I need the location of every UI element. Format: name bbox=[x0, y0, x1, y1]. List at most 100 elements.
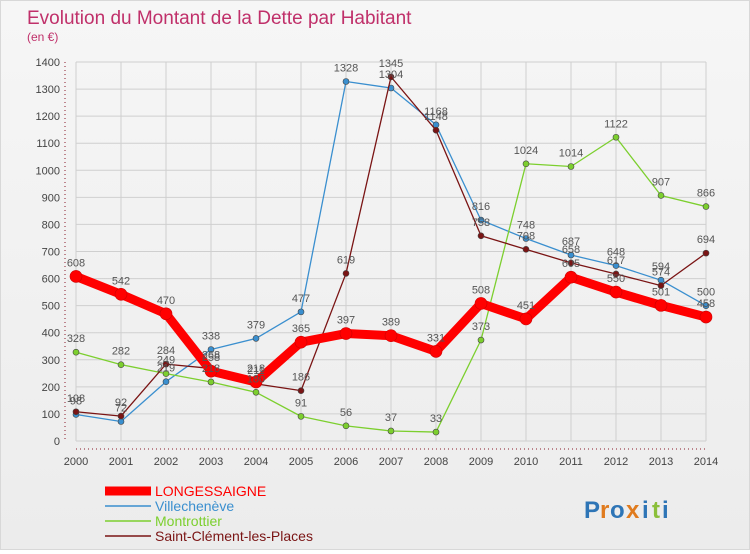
x-tick-label: 2009 bbox=[469, 456, 493, 468]
data-point bbox=[249, 375, 263, 389]
data-label: 470 bbox=[157, 295, 175, 307]
data-label: 91 bbox=[295, 397, 307, 409]
data-label: 389 bbox=[382, 317, 400, 329]
data-label: 605 bbox=[562, 258, 580, 270]
data-label: 1328 bbox=[334, 62, 358, 74]
y-tick-label: 300 bbox=[42, 355, 60, 367]
data-point bbox=[72, 348, 80, 356]
data-label: 816 bbox=[472, 201, 490, 213]
data-point bbox=[612, 270, 620, 278]
x-tick-label: 2002 bbox=[154, 456, 178, 468]
data-label: 284 bbox=[157, 345, 175, 357]
logo-letter: x bbox=[626, 497, 640, 524]
data-label: 397 bbox=[337, 315, 355, 327]
data-point bbox=[339, 327, 353, 340]
y-tick-label: 500 bbox=[42, 301, 60, 313]
data-label: 328 bbox=[67, 333, 85, 345]
x-tick-label: 2007 bbox=[379, 456, 403, 468]
data-label: 477 bbox=[292, 293, 310, 305]
data-point bbox=[429, 345, 443, 358]
data-label: 866 bbox=[697, 188, 715, 200]
plot-area: 0 100 200 300 400 500 600 700 800 900 1000 1100 1200… bbox=[36, 57, 719, 468]
data-point bbox=[477, 336, 485, 344]
data-label: 748 bbox=[517, 220, 535, 232]
data-point bbox=[297, 308, 305, 316]
x-tick-label: 2005 bbox=[289, 456, 313, 468]
data-label: 180 bbox=[247, 373, 265, 385]
data-point bbox=[702, 249, 710, 257]
data-point bbox=[702, 302, 710, 309]
data-label: 1345 bbox=[379, 58, 403, 70]
data-label: 758 bbox=[472, 217, 490, 229]
y-tick-label: 700 bbox=[42, 247, 60, 259]
legend-label: Montrottier bbox=[155, 513, 222, 529]
data-label: 508 bbox=[472, 284, 490, 296]
data-label: 219 bbox=[157, 363, 175, 375]
x-tick-label: 2012 bbox=[604, 456, 628, 468]
data-point bbox=[204, 364, 218, 378]
logo-letter: t bbox=[652, 497, 660, 524]
chart-title: Evolution du Montant de la Dette par Hab… bbox=[27, 8, 412, 29]
data-label: 98 bbox=[70, 395, 82, 407]
data-point bbox=[114, 287, 128, 301]
data-label: 907 bbox=[652, 176, 670, 188]
x-tick-label: 2008 bbox=[424, 456, 448, 468]
data-label: 282 bbox=[112, 346, 130, 358]
data-label: 338 bbox=[202, 330, 220, 342]
data-label: 258 bbox=[202, 352, 220, 364]
data-point bbox=[252, 388, 260, 396]
legend-label: Villechenève bbox=[155, 498, 234, 514]
data-label: 365 bbox=[292, 323, 310, 335]
data-point bbox=[432, 126, 440, 134]
data-label: 92 bbox=[115, 397, 127, 409]
y-tick-label: 800 bbox=[42, 219, 60, 231]
data-label: 1148 bbox=[424, 111, 448, 123]
data-point bbox=[522, 235, 530, 242]
x-tick-label: 2001 bbox=[109, 456, 133, 468]
data-point bbox=[117, 418, 125, 425]
x-tick-label: 2014 bbox=[694, 456, 718, 468]
data-label: 648 bbox=[607, 247, 625, 259]
data-point bbox=[657, 282, 665, 289]
y-tick-label: 1100 bbox=[36, 138, 60, 150]
data-point bbox=[477, 232, 485, 240]
x-tick-label: 2013 bbox=[649, 456, 673, 468]
y-tick-label: 200 bbox=[42, 382, 60, 394]
x-tick-label: 2006 bbox=[334, 456, 358, 468]
data-label: 186 bbox=[292, 372, 310, 384]
data-point bbox=[477, 216, 485, 224]
data-label: 72 bbox=[115, 403, 127, 415]
logo-letter: r bbox=[600, 497, 609, 524]
data-label: 379 bbox=[247, 319, 265, 331]
data-point bbox=[387, 427, 395, 435]
data-point bbox=[117, 361, 125, 368]
data-point bbox=[522, 246, 530, 253]
data-point bbox=[162, 378, 170, 386]
data-label: 550 bbox=[607, 273, 625, 285]
y-tick-label: 900 bbox=[42, 192, 60, 204]
data-label: 33 bbox=[430, 413, 442, 425]
y-tick-label: 1200 bbox=[36, 111, 60, 123]
logo-letter: i bbox=[642, 497, 649, 524]
x-tick-label: 2004 bbox=[244, 456, 268, 468]
data-point bbox=[159, 307, 173, 321]
data-label: 708 bbox=[517, 230, 535, 242]
data-label: 56 bbox=[340, 407, 352, 419]
data-label: 268 bbox=[202, 349, 220, 361]
y-tick-label: 400 bbox=[42, 328, 60, 340]
y-tick-label: 100 bbox=[42, 409, 60, 421]
data-point bbox=[612, 133, 620, 141]
data-point bbox=[699, 310, 713, 324]
data-point bbox=[297, 387, 305, 394]
data-point bbox=[384, 329, 398, 342]
data-point bbox=[342, 270, 350, 277]
data-label: 37 bbox=[385, 412, 397, 424]
data-point bbox=[342, 78, 350, 85]
data-point bbox=[567, 163, 575, 170]
x-tick-label: 2000 bbox=[64, 456, 88, 468]
x-tick-label: 2011 bbox=[559, 456, 583, 468]
data-point bbox=[654, 299, 668, 312]
data-label: 1168 bbox=[424, 106, 448, 118]
